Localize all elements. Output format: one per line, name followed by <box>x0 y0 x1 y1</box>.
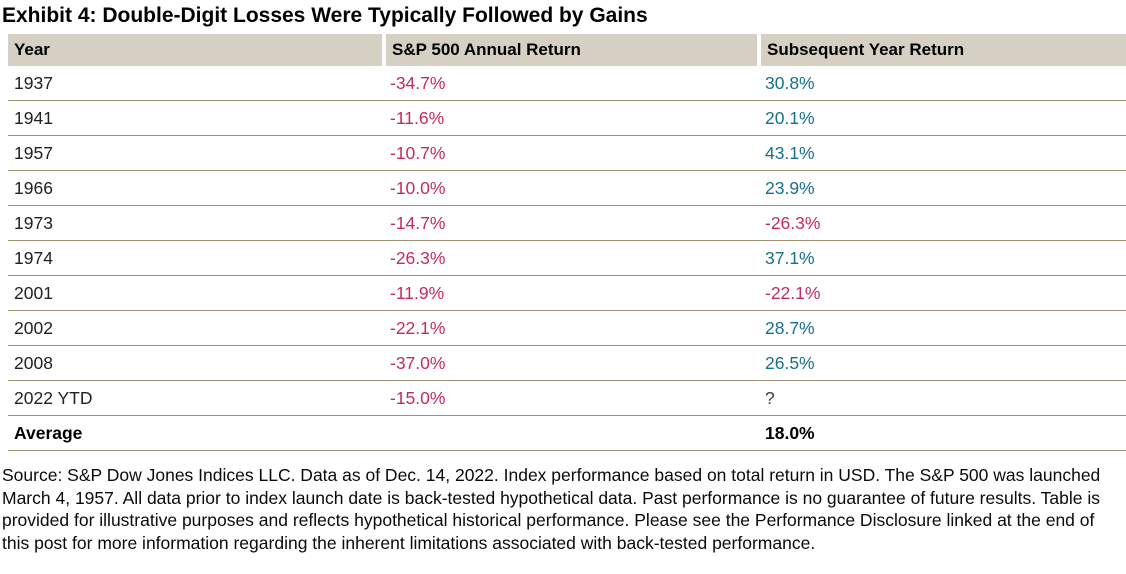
subsequent-return-cell: 26.5% <box>759 345 1126 381</box>
exhibit-title: Exhibit 4: Double-Digit Losses Were Typi… <box>2 4 648 27</box>
year-cell: 1966 <box>8 170 384 206</box>
table-header-row: Year S&P 500 Annual Return Subsequent Ye… <box>8 34 1126 66</box>
subsequent-return-cell: -26.3% <box>759 205 1126 241</box>
annual-return-cell: -15.0% <box>384 380 759 416</box>
table-row: 2001 -11.9% -22.1% <box>8 275 1126 311</box>
table-row: 1966 -10.0% 23.9% <box>8 170 1126 206</box>
average-subsequent-value: 18.0% <box>759 415 1126 451</box>
table-row: 2022 YTD -15.0%? <box>8 380 1126 416</box>
year-cell: 2001 <box>8 275 384 311</box>
year-cell: 1941 <box>8 100 384 136</box>
average-label: Average <box>8 415 384 451</box>
year-cell: 1973 <box>8 205 384 241</box>
annual-return-cell: -14.7% <box>384 205 759 241</box>
annual-return-cell: -10.7% <box>384 135 759 171</box>
subsequent-return-cell: 28.7% <box>759 310 1126 346</box>
annual-return-cell: -11.9% <box>384 275 759 311</box>
column-header-annual-return: S&P 500 Annual Return <box>382 34 759 66</box>
year-cell: 1937 <box>8 66 384 101</box>
returns-table: Year S&P 500 Annual Return Subsequent Ye… <box>8 34 1126 451</box>
year-cell: 2002 <box>8 310 384 346</box>
subsequent-return-cell: 23.9% <box>759 170 1126 206</box>
annual-return-cell: -37.0% <box>384 345 759 381</box>
table-row: 2008 -37.0% 26.5% <box>8 345 1126 381</box>
table-row: 1937 -34.7% 30.8% <box>8 66 1126 101</box>
average-annual-cell <box>384 415 759 451</box>
annual-return-cell: -22.1% <box>384 310 759 346</box>
average-row: Average 18.0% <box>8 415 1126 451</box>
annual-return-cell: -10.0% <box>384 170 759 206</box>
subsequent-return-cell: 37.1% <box>759 240 1126 276</box>
table-row: 1957 -10.7% 43.1% <box>8 135 1126 171</box>
column-header-year: Year <box>8 34 384 66</box>
year-cell: 2022 YTD <box>8 380 384 416</box>
subsequent-return-cell: -22.1% <box>759 275 1126 311</box>
table-row: 1973 -14.7% -26.3% <box>8 205 1126 241</box>
subsequent-return-cell: 20.1% <box>759 100 1126 136</box>
column-header-subsequent-return: Subsequent Year Return <box>757 34 1126 66</box>
subsequent-return-cell: 43.1% <box>759 135 1126 171</box>
subsequent-return-cell: ? <box>759 380 1126 416</box>
year-cell: 1957 <box>8 135 384 171</box>
table-row: 1941 -11.6% 20.1% <box>8 100 1126 136</box>
year-cell: 1974 <box>8 240 384 276</box>
table-row: 2002 -22.1% 28.7% <box>8 310 1126 346</box>
annual-return-cell: -34.7% <box>384 66 759 101</box>
subsequent-return-cell: 30.8% <box>759 66 1126 101</box>
annual-return-cell: -11.6% <box>384 100 759 136</box>
annual-return-cell: -26.3% <box>384 240 759 276</box>
exhibit-container: Exhibit 4: Double-Digit Losses Were Typi… <box>0 4 1126 574</box>
table-row: 1974 -26.3% 37.1% <box>8 240 1126 276</box>
source-note: Source: S&P Dow Jones Indices LLC. Data … <box>2 465 1101 553</box>
table-body: 1937 -34.7% 30.8% 1941 -11.6% 20.1% 1957 -10.7%… <box>8 66 1126 416</box>
year-cell: 2008 <box>8 345 384 381</box>
